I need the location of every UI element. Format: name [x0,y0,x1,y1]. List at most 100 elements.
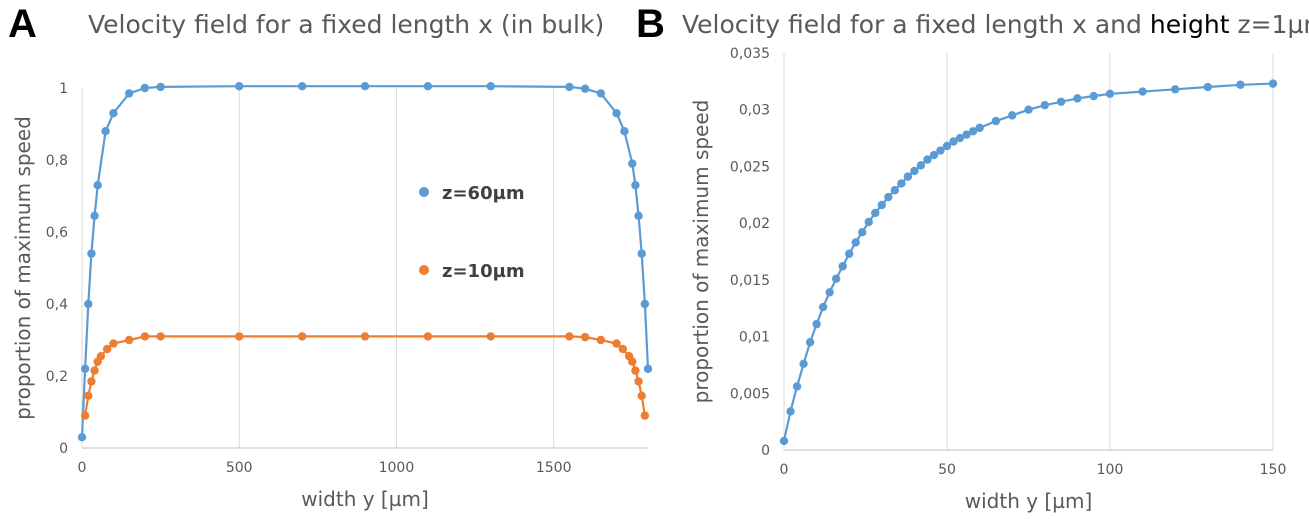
panel-title-a: Velocity field for a fixed length x (in … [88,10,605,39]
data-point [90,211,99,220]
data-point [612,339,621,348]
y-tick-label: 0 [59,441,68,457]
data-point [140,83,150,93]
data-point [565,332,574,341]
data-point [916,161,926,170]
x-axis-label: width y [µm] [301,487,429,511]
data-point [968,127,978,136]
data-point [799,359,808,368]
data-point [486,332,495,341]
x-tick-label: 0 [78,460,87,476]
data-point [580,332,590,342]
data-point [845,249,854,258]
data-point [936,146,945,155]
data-point [640,299,650,309]
data-point [637,391,646,400]
panel-letter-b: B [636,2,665,46]
data-point [235,82,244,91]
data-point [890,186,900,195]
data-point [423,332,433,341]
data-point [612,109,621,118]
data-point [90,366,99,375]
data-point [923,155,932,164]
data-point [580,84,590,93]
data-point [84,299,93,309]
data-point [1008,111,1017,120]
data-point [929,150,939,160]
data-point [1138,87,1147,96]
data-point [1105,89,1115,99]
data-point [109,109,118,118]
data-point [812,319,821,329]
y-tick-label: 0,4 [46,297,68,313]
panel-title-b-end: z=1µm [1237,10,1309,39]
y-tick-label: 0,005 [730,386,770,402]
data-point [871,208,880,218]
data-point [962,130,971,139]
x-tick-label: 0 [780,462,789,478]
data-point [805,338,815,347]
data-point [109,339,118,348]
data-point [596,335,606,345]
chart-a: 0 500 1000 1500 0 0,2 0,4 0,6 0,8 1 width y [µm] pr… [11,81,653,511]
data-point [858,228,867,237]
y-tick-label: 0,015 [730,273,770,289]
data-point [910,166,919,176]
panel-title-b-main: Velocity field for a fixed length x and [682,10,1142,39]
data-point [156,332,165,341]
data-point [838,262,847,271]
y-tick-label: 0,8 [46,153,68,169]
data-point [360,332,370,341]
data-point [955,133,965,143]
y-tick-label: 0,025 [730,159,770,175]
data-point [637,249,646,258]
x-tick-label: 500 [226,460,253,476]
data-point [942,141,952,151]
x-axis-label: width y [µm] [965,489,1093,513]
data-point [903,172,913,181]
series-line-1 [80,85,650,438]
panel-title-b: Velocity field for a fixed length x and … [682,10,1309,39]
data-point [991,116,1001,126]
data-point [1024,105,1033,114]
x-tick-label: 1500 [536,460,572,476]
series-line-2 [84,335,646,416]
data-point [124,89,134,98]
data-point [786,407,795,416]
data-point [640,411,650,420]
data-point [628,159,637,168]
data-point [631,181,640,190]
y-tick-label: 0,2 [46,369,68,385]
y-tick-label: 0 [761,443,770,459]
data-point [93,181,102,190]
data-point [124,335,134,345]
data-point [360,82,370,91]
panel-title-b-height: height [1149,10,1230,39]
data-point [87,377,96,386]
y-tick-label: 0,01 [739,330,770,346]
data-point [897,179,906,188]
data-point [80,364,90,373]
data-point [884,192,893,202]
panel-a: A Velocity field for a fixed length x (i… [0,0,653,520]
y-axis-label: proportion of maximum speed [689,100,713,404]
panel-b: B Velocity field for a fixed length x an… [636,0,1309,520]
data-point [949,137,958,146]
data-point [1268,79,1278,88]
data-point [618,344,628,354]
data-point [851,238,860,247]
panel-letter-a: A [8,2,37,46]
data-point [634,377,643,386]
data-point [792,382,802,391]
y-tick-label: 0,035 [730,46,770,62]
data-point [77,433,87,442]
x-tick-label: 150 [1260,462,1287,478]
data-point [87,249,96,258]
x-tick-label: 1000 [379,460,415,476]
data-point [631,366,640,375]
data-point [620,127,629,136]
data-point [96,352,106,361]
data-point [831,274,841,283]
data-point [643,364,653,373]
data-point [80,411,90,420]
